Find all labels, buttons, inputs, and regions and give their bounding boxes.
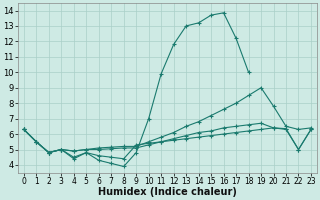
X-axis label: Humidex (Indice chaleur): Humidex (Indice chaleur)	[98, 187, 237, 197]
